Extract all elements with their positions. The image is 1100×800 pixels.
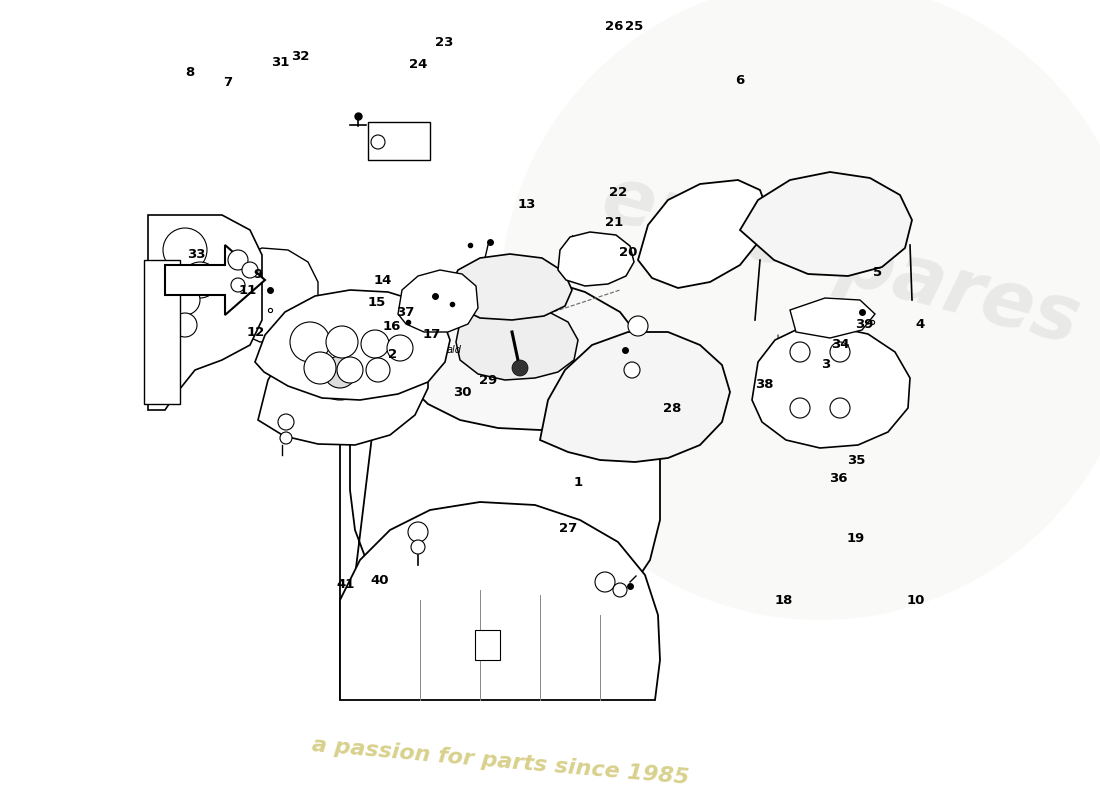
Text: 22: 22: [609, 186, 627, 198]
Text: 12: 12: [246, 326, 265, 338]
Circle shape: [242, 262, 258, 278]
Text: 6: 6: [736, 74, 745, 86]
Polygon shape: [475, 630, 500, 660]
Text: 5: 5: [873, 266, 882, 279]
Text: 7: 7: [223, 75, 232, 89]
Text: 15: 15: [367, 295, 386, 309]
Text: 37: 37: [396, 306, 415, 319]
Text: 35: 35: [847, 454, 866, 466]
Circle shape: [173, 313, 197, 337]
Circle shape: [324, 356, 356, 388]
Text: 31: 31: [271, 55, 289, 69]
Text: 40: 40: [371, 574, 389, 586]
Polygon shape: [368, 122, 430, 160]
Text: a passion for parts since 1985: a passion for parts since 1985: [310, 735, 690, 789]
Circle shape: [830, 398, 850, 418]
Circle shape: [366, 358, 390, 382]
Text: 29: 29: [478, 374, 497, 386]
Circle shape: [231, 278, 245, 292]
Polygon shape: [340, 502, 660, 700]
Circle shape: [624, 362, 640, 378]
Text: 27: 27: [559, 522, 578, 534]
Text: 28: 28: [663, 402, 681, 414]
Circle shape: [278, 414, 294, 430]
Polygon shape: [144, 260, 180, 404]
Circle shape: [337, 357, 363, 383]
Text: 1: 1: [573, 475, 583, 489]
Text: 30: 30: [453, 386, 471, 398]
Text: 13: 13: [518, 198, 536, 211]
Circle shape: [411, 540, 425, 554]
Polygon shape: [220, 248, 318, 342]
Text: 16: 16: [383, 321, 402, 334]
Text: 19: 19: [847, 531, 865, 545]
Text: 9: 9: [253, 269, 263, 282]
Text: 24: 24: [409, 58, 427, 71]
Polygon shape: [398, 270, 478, 332]
Text: 33: 33: [187, 249, 206, 262]
Text: 14: 14: [374, 274, 393, 286]
Circle shape: [512, 360, 528, 376]
Circle shape: [387, 335, 412, 361]
Circle shape: [500, 0, 1100, 620]
Circle shape: [290, 322, 330, 362]
Text: 18: 18: [774, 594, 793, 606]
Text: 20: 20: [619, 246, 637, 258]
Text: 2: 2: [388, 349, 397, 362]
Circle shape: [326, 326, 358, 358]
Text: 39: 39: [855, 318, 873, 331]
Text: 26: 26: [605, 21, 624, 34]
Text: eurospares: eurospares: [593, 160, 1087, 360]
Circle shape: [228, 250, 248, 270]
Text: 36: 36: [828, 471, 847, 485]
Circle shape: [312, 344, 368, 400]
Polygon shape: [790, 298, 874, 338]
Circle shape: [182, 262, 218, 298]
Polygon shape: [752, 326, 910, 448]
Text: 34: 34: [830, 338, 849, 351]
Text: 21: 21: [605, 215, 623, 229]
Text: 17: 17: [422, 329, 441, 342]
Text: ald: ald: [447, 345, 462, 355]
Circle shape: [595, 572, 615, 592]
Circle shape: [613, 583, 627, 597]
Text: 25: 25: [625, 21, 644, 34]
Polygon shape: [340, 295, 660, 700]
Polygon shape: [456, 305, 578, 380]
Text: 41: 41: [337, 578, 355, 591]
Circle shape: [163, 228, 207, 272]
Polygon shape: [255, 290, 450, 400]
Text: 3: 3: [822, 358, 830, 371]
Text: 8: 8: [186, 66, 195, 78]
Polygon shape: [448, 254, 572, 320]
Text: 23: 23: [434, 37, 453, 50]
Circle shape: [361, 330, 389, 358]
Polygon shape: [165, 245, 265, 315]
Polygon shape: [148, 215, 262, 410]
Circle shape: [371, 135, 385, 149]
Text: 32: 32: [290, 50, 309, 63]
Polygon shape: [558, 232, 634, 286]
Text: 11: 11: [239, 283, 257, 297]
Circle shape: [280, 432, 292, 444]
Circle shape: [408, 522, 428, 542]
Circle shape: [830, 342, 850, 362]
Circle shape: [628, 316, 648, 336]
Polygon shape: [740, 172, 912, 276]
Text: 10: 10: [906, 594, 925, 606]
Polygon shape: [638, 180, 768, 288]
Circle shape: [170, 285, 200, 315]
Circle shape: [790, 398, 810, 418]
Text: 38: 38: [755, 378, 773, 391]
Polygon shape: [258, 320, 428, 445]
Polygon shape: [540, 332, 730, 462]
Polygon shape: [388, 275, 645, 430]
Text: 4: 4: [915, 318, 925, 331]
Circle shape: [790, 342, 810, 362]
Circle shape: [304, 352, 336, 384]
